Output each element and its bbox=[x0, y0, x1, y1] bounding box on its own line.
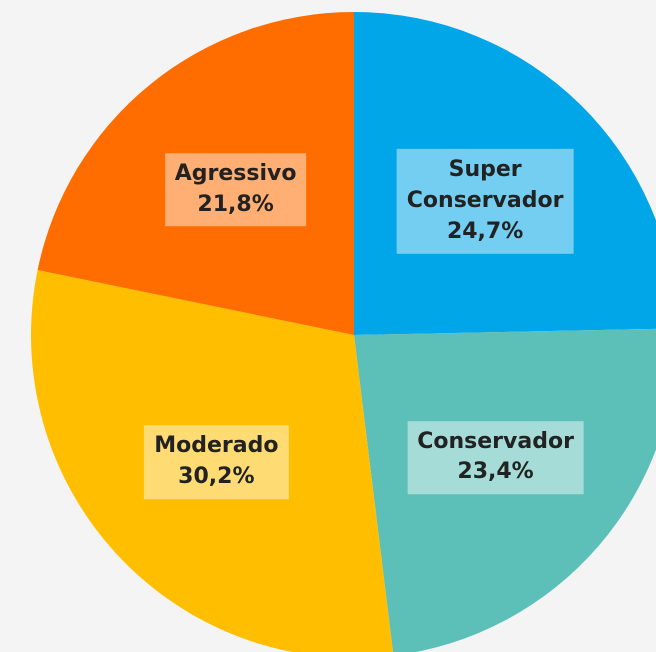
slice-label: Moderado 30,2% bbox=[144, 425, 289, 499]
category-label: Agressivo bbox=[174, 161, 297, 187]
slice-label: Conservador 23,4% bbox=[407, 420, 584, 495]
category-label: Moderado bbox=[154, 433, 279, 459]
category-label: Conservador bbox=[417, 428, 574, 454]
value-label: 30,2% bbox=[178, 464, 255, 490]
value-label: 23,4% bbox=[457, 459, 534, 485]
pie-slice bbox=[37, 12, 354, 335]
slice-label: Agressivo 21,8% bbox=[164, 153, 307, 227]
pie-slice bbox=[354, 328, 656, 652]
pie-slice bbox=[354, 12, 656, 335]
category-label: Super Conservador bbox=[406, 156, 564, 213]
value-label: 21,8% bbox=[197, 191, 274, 217]
value-label: 24,7% bbox=[446, 218, 524, 244]
pie-slice bbox=[31, 270, 393, 652]
slice-label: Super Conservador 24,7% bbox=[396, 148, 574, 254]
